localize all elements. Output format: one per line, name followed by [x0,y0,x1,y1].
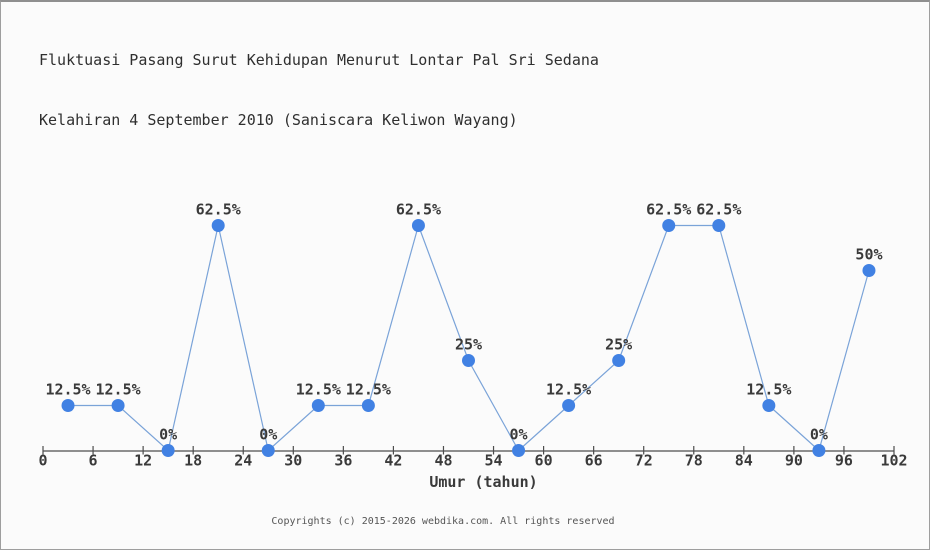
data-point-marker [61,399,75,412]
x-axis-title: Umur (tahun) [429,473,538,491]
data-point-marker [862,264,876,277]
data-point-marker [462,354,475,367]
x-tick-label: 78 [685,452,703,470]
x-tick-label: 84 [735,452,753,470]
data-point-marker [562,399,576,412]
data-point-marker [111,399,125,412]
x-tick-label: 24 [234,452,252,470]
data-point-marker [311,399,325,412]
x-tick-label: 18 [184,452,202,470]
data-point-marker [361,399,375,412]
data-point-marker [261,444,275,457]
data-point-label: 12.5% [546,381,591,399]
data-point-marker [161,444,175,457]
x-tick-label: 42 [384,452,402,470]
data-point-marker [762,399,776,412]
x-tick-label: 102 [880,452,907,470]
x-tick-label: 0 [38,452,47,470]
x-tick-label: 60 [535,452,553,470]
data-point-label: 12.5% [45,381,90,399]
chart-title-line2: Kelahiran 4 September 2010 (Saniscara Ke… [39,111,518,129]
x-tick-label: 72 [635,452,653,470]
data-point-marker [211,219,225,232]
data-point-marker [512,444,526,457]
data-point-label: 12.5% [296,381,341,399]
data-point-label: 50% [855,246,882,264]
data-point-label: 0% [259,426,277,444]
data-point-label: 12.5% [746,381,791,399]
data-point-label: 0% [159,426,177,444]
chart-title: Fluktuasi Pasang Surut Kehidupan Menurut… [39,10,599,170]
data-point-marker [612,354,626,367]
copyright-text: Copyrights (c) 2015-2026 webdika.com. Al… [271,516,615,527]
chart-title-line1: Fluktuasi Pasang Surut Kehidupan Menurut… [39,51,599,69]
data-point-label: 62.5% [696,201,741,219]
x-tick-label: 36 [334,452,352,470]
x-tick-label: 30 [284,452,302,470]
data-point-label: 25% [455,336,482,354]
data-point-label: 12.5% [346,381,391,399]
x-tick-label: 6 [89,452,98,470]
data-point-label: 0% [510,426,528,444]
data-point-label: 62.5% [646,201,691,219]
x-tick-label: 66 [585,452,603,470]
data-point-label: 62.5% [196,201,241,219]
data-point-marker [411,219,425,232]
x-tick-label: 90 [785,452,803,470]
data-point-label: 25% [605,336,632,354]
x-tick-label: 54 [484,452,502,470]
x-tick-label: 12 [134,452,152,470]
x-tick-label: 96 [835,452,853,470]
data-point-label: 62.5% [396,201,441,219]
data-point-label: 12.5% [96,381,141,399]
data-point-marker [712,219,726,232]
data-point-marker [812,444,826,457]
data-point-label: 0% [810,426,828,444]
data-point-marker [662,219,676,232]
x-tick-label: 48 [434,452,452,470]
